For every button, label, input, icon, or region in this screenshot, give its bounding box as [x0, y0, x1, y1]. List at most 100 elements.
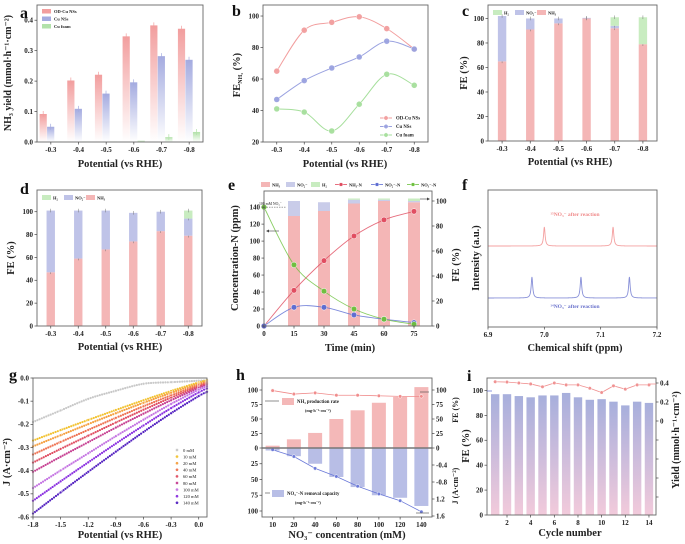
- y-tick-label: 75: [436, 401, 444, 409]
- x-tick-label: 60: [333, 521, 341, 529]
- bar-od-cu-nss: [39, 113, 47, 142]
- legend-label: H₂: [504, 11, 510, 16]
- bar-fe: [609, 401, 618, 515]
- x-tick-label: 6: [553, 519, 557, 527]
- data-point-fe: [376, 393, 381, 398]
- plot-frame: [487, 189, 658, 328]
- data-point-20-mm: [86, 422, 90, 426]
- data-point-120-mm: [58, 479, 63, 483]
- bar-cu-foam: [137, 140, 145, 142]
- data-point-no3-n: [320, 288, 328, 295]
- data-point-fe: [270, 388, 275, 393]
- legend-swatch: [515, 10, 524, 15]
- bar-segment-no2: [408, 201, 420, 203]
- legend-swatch: [261, 182, 270, 187]
- bar-segment-nh3: [288, 216, 300, 326]
- data-point-j: [313, 466, 318, 471]
- data-point-40-mm: [141, 404, 146, 408]
- legend-swatch: [537, 10, 546, 15]
- bar-cu-nss: [157, 56, 165, 142]
- x-tick-label: 10: [269, 521, 277, 529]
- bar-cu-nss: [102, 93, 110, 142]
- data-point-cu-nss: [383, 37, 390, 45]
- x-tick-label: -0.8: [183, 330, 195, 338]
- x-tick-label: -0.5: [553, 145, 565, 153]
- data-point-fe: [291, 392, 296, 397]
- y-tick-label: 40: [436, 272, 444, 280]
- y-tick-label: 0.4: [24, 17, 33, 25]
- data-point-fe: [419, 394, 424, 399]
- data-point-60-mm: [114, 420, 118, 425]
- legend-label: 40 mM: [183, 468, 196, 473]
- legend-marker: [175, 500, 179, 505]
- data-point-cu-foam: [301, 108, 308, 116]
- y-tick-label: 100: [23, 208, 34, 216]
- x-tick-label: -1.8: [27, 521, 39, 529]
- data-point-cu-nss: [411, 45, 418, 53]
- legend-label: NH₃: [548, 11, 557, 16]
- x-tick-label: -0.6: [138, 521, 150, 529]
- legend-label: NH₃: [97, 196, 106, 201]
- data-point-80-mm: [141, 412, 146, 416]
- data-point-yield: [540, 384, 545, 389]
- x-tick-label: 45: [351, 330, 359, 338]
- legend-label: NO₂⁻: [526, 11, 537, 16]
- y-tick-label: 60: [477, 64, 485, 72]
- data-point-20-mm: [58, 433, 63, 437]
- legend-swatch: [42, 16, 51, 21]
- plot-frame: [262, 4, 429, 143]
- series-markers-10-mm: [31, 379, 209, 442]
- x-tick-label: 0.0: [194, 521, 203, 529]
- data-point-cu-foam: [356, 100, 363, 108]
- bar-nh3-production-rate: [286, 439, 301, 448]
- y-tick-label: 80: [26, 231, 34, 239]
- data-point-140-mm: [86, 470, 90, 474]
- bar-segment-nh3: [184, 235, 193, 326]
- bar-no3-n-removal-capacity: [393, 448, 408, 498]
- data-point-j: [334, 474, 339, 479]
- data-point-fe: [398, 394, 403, 399]
- bar-no3-n-removal-capacity: [308, 448, 323, 464]
- legend-label: 0 mM: [183, 448, 194, 453]
- y-axis-title: FENH₃ (%): [232, 52, 244, 97]
- legend-label: 140 mM: [183, 501, 199, 506]
- bar-segment-no2: [348, 199, 360, 204]
- y-tick-label: 40: [477, 88, 485, 96]
- data-point-0-mm: [58, 408, 63, 413]
- x-tick-label: 2: [505, 519, 509, 527]
- y-tick-label: 80: [253, 254, 261, 262]
- x-tick-label: 120: [395, 521, 406, 529]
- y-tick-label: 60: [476, 437, 484, 445]
- y2-axis-title: FE (%): [451, 248, 462, 282]
- data-point-cu-nss: [356, 53, 363, 61]
- data-point-yield: [611, 383, 616, 388]
- y-tick-label: 20: [253, 305, 261, 313]
- data-point-100-mm: [86, 451, 90, 455]
- bar-nh3-production-rate: [329, 419, 344, 448]
- y-tick-label: 25: [251, 460, 259, 468]
- series-markers-60-mm: [31, 382, 209, 464]
- y-tick-label: 100: [474, 15, 485, 23]
- y-tick-label: -0.8: [436, 478, 448, 486]
- data-point-od-cu-nss: [328, 19, 335, 26]
- series-line-cu-nss: [276, 40, 415, 100]
- x-tick-label: -0.8: [637, 145, 649, 153]
- bar-segment-nh3: [101, 249, 110, 326]
- bar-no3-n-removal-capacity: [286, 448, 301, 457]
- panel-letter: a: [20, 5, 28, 22]
- legend-swatch: [42, 9, 51, 14]
- y-axis-title: FE (%): [459, 56, 470, 90]
- legend-label: NO₃⁻-N removal capacity: [287, 492, 340, 497]
- legend-label: NH₃: [272, 183, 281, 188]
- panel-letter: b: [232, 3, 241, 20]
- x-tick-label: -0.6: [354, 146, 366, 154]
- y-tick-label: 0.0: [20, 374, 29, 382]
- y-tick-label: 0: [257, 322, 261, 330]
- legend-label: 120 mM: [183, 494, 199, 499]
- data-point-10-mm: [86, 418, 90, 422]
- series-line-no3-n: [263, 206, 415, 325]
- spectrum-14N: [488, 276, 657, 299]
- x-tick-label: -0.8: [184, 146, 196, 154]
- bar-segment-nh3: [378, 201, 390, 326]
- bar-segment-nh3: [318, 211, 330, 326]
